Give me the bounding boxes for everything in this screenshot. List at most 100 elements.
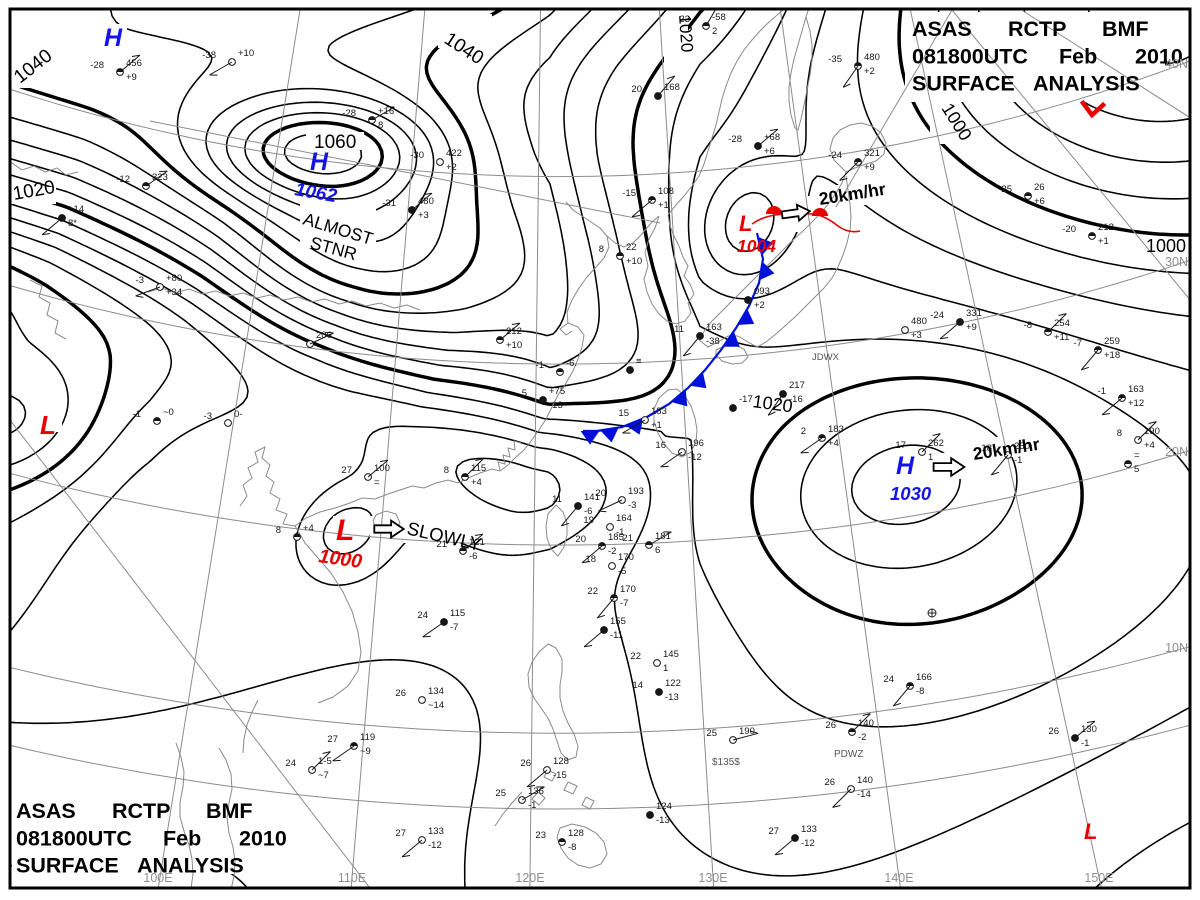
svg-text:18: 18 bbox=[585, 554, 596, 565]
svg-text:480: 480 bbox=[911, 316, 927, 327]
svg-text:27: 27 bbox=[395, 828, 406, 839]
svg-text:27: 27 bbox=[341, 465, 352, 476]
svg-text:140E: 140E bbox=[884, 871, 913, 885]
svg-text:-38: -38 bbox=[706, 336, 720, 347]
svg-text:217: 217 bbox=[789, 380, 805, 391]
svg-text:+6: +6 bbox=[764, 146, 775, 157]
svg-text:108: 108 bbox=[658, 186, 674, 197]
svg-text:-8: -8 bbox=[916, 686, 924, 697]
svg-text:136: 136 bbox=[528, 786, 544, 797]
svg-text:L: L bbox=[739, 211, 752, 236]
svg-text:H: H bbox=[104, 24, 123, 52]
svg-text:115: 115 bbox=[450, 608, 465, 619]
svg-text:20: 20 bbox=[595, 488, 606, 499]
svg-text:=: = bbox=[1134, 450, 1140, 461]
svg-text:-3: -3 bbox=[136, 275, 144, 286]
svg-text:081800UTC: 081800UTC bbox=[16, 826, 132, 850]
svg-text:1: 1 bbox=[928, 452, 933, 463]
svg-text:-11: -11 bbox=[610, 630, 623, 641]
svg-text:-3: -3 bbox=[628, 500, 636, 511]
svg-text:170: 170 bbox=[618, 552, 634, 563]
svg-text:+9: +9 bbox=[966, 322, 977, 333]
svg-text:164: 164 bbox=[616, 513, 632, 524]
svg-text:22: 22 bbox=[626, 242, 637, 253]
svg-text:+10: +10 bbox=[238, 48, 254, 59]
svg-text:140: 140 bbox=[858, 718, 874, 729]
svg-text:250: 250 bbox=[1014, 441, 1030, 452]
svg-text:+68: +68 bbox=[764, 132, 780, 143]
svg-text:26: 26 bbox=[825, 720, 836, 731]
svg-text:259: 259 bbox=[1104, 336, 1120, 347]
svg-text:20: 20 bbox=[575, 534, 586, 545]
svg-text:1-5: 1-5 bbox=[318, 756, 332, 767]
svg-text:2010: 2010 bbox=[1135, 44, 1183, 68]
svg-text:6: 6 bbox=[655, 545, 660, 556]
svg-text:8: 8 bbox=[1117, 428, 1122, 439]
svg-text:-14: -14 bbox=[857, 789, 871, 800]
svg-text:5: 5 bbox=[1134, 464, 1139, 475]
svg-text:-12: -12 bbox=[688, 452, 702, 463]
svg-text:-8: -8 bbox=[568, 842, 576, 853]
svg-text:+3: +3 bbox=[911, 330, 922, 341]
svg-text:+9: +9 bbox=[126, 72, 137, 83]
svg-text:-7: -7 bbox=[1074, 338, 1082, 349]
svg-text:ANALYSIS: ANALYSIS bbox=[137, 854, 244, 878]
svg-text:-1: -1 bbox=[1098, 386, 1106, 397]
svg-text:212: 212 bbox=[1098, 222, 1114, 233]
svg-text:+34: +34 bbox=[166, 287, 182, 298]
svg-text:~14: ~14 bbox=[428, 700, 444, 711]
svg-text:480: 480 bbox=[864, 52, 880, 63]
svg-text:+80: +80 bbox=[166, 273, 182, 284]
svg-text:20: 20 bbox=[631, 84, 642, 95]
svg-text:BMF: BMF bbox=[1102, 17, 1149, 41]
svg-text:Feb: Feb bbox=[163, 826, 201, 850]
svg-text:140: 140 bbox=[857, 775, 873, 786]
svg-text:-30: -30 bbox=[410, 150, 424, 161]
svg-text:-38: -38 bbox=[202, 50, 216, 61]
svg-text:-8: -8 bbox=[1024, 320, 1032, 331]
svg-text:ASAS: ASAS bbox=[912, 17, 972, 41]
svg-text:-3: -3 bbox=[204, 411, 212, 422]
svg-text:323: 323 bbox=[152, 172, 168, 183]
svg-text:Feb: Feb bbox=[1059, 44, 1097, 68]
svg-text:196: 196 bbox=[688, 438, 704, 449]
svg-text:24: 24 bbox=[417, 610, 428, 621]
svg-text:-58: -58 bbox=[712, 12, 726, 23]
svg-text:-12: -12 bbox=[428, 840, 442, 851]
svg-text:170: 170 bbox=[620, 584, 636, 595]
svg-text:183: 183 bbox=[651, 406, 667, 417]
svg-text:-1: -1 bbox=[528, 800, 536, 811]
svg-text:23: 23 bbox=[679, 14, 690, 25]
svg-text:JDWX: JDWX bbox=[812, 352, 840, 363]
svg-text:150E: 150E bbox=[1084, 871, 1113, 885]
svg-text:+2: +2 bbox=[864, 66, 875, 77]
svg-text:100: 100 bbox=[374, 463, 390, 474]
svg-text:480: 480 bbox=[418, 196, 434, 207]
svg-text:26: 26 bbox=[1048, 726, 1059, 737]
svg-text:+12: +12 bbox=[1128, 398, 1144, 409]
svg-text:PDWZ: PDWZ bbox=[834, 749, 863, 760]
svg-text:-28: -28 bbox=[342, 108, 356, 119]
svg-text:19: 19 bbox=[583, 515, 594, 526]
svg-text:21: 21 bbox=[436, 539, 447, 550]
svg-text:10N: 10N bbox=[1165, 641, 1188, 655]
svg-text:16: 16 bbox=[655, 440, 666, 451]
svg-text:120E: 120E bbox=[515, 871, 544, 885]
svg-text:110E: 110E bbox=[338, 871, 366, 885]
svg-text:L: L bbox=[40, 410, 56, 440]
svg-text:26: 26 bbox=[1034, 182, 1045, 193]
svg-text:100E: 100E bbox=[143, 871, 172, 885]
svg-text:-15: -15 bbox=[622, 188, 636, 199]
svg-text:24: 24 bbox=[883, 674, 894, 685]
svg-text:-28: -28 bbox=[90, 60, 104, 71]
svg-text:22: 22 bbox=[630, 651, 641, 662]
svg-text:-7: -7 bbox=[620, 598, 628, 609]
svg-text:25: 25 bbox=[495, 788, 506, 799]
svg-text:18: 18 bbox=[981, 443, 992, 454]
svg-text:128: 128 bbox=[568, 828, 584, 839]
svg-text:15: 15 bbox=[618, 408, 629, 419]
svg-text:+4: +4 bbox=[303, 523, 314, 534]
svg-text:24: 24 bbox=[285, 758, 296, 769]
svg-text:-1: -1 bbox=[1081, 738, 1089, 749]
svg-text:206: 206 bbox=[316, 330, 332, 341]
